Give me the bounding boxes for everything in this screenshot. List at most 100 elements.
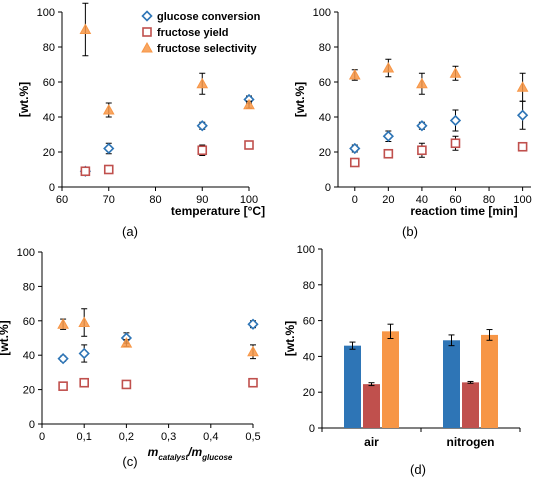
y-tick-label: 60 xyxy=(319,77,331,89)
x-tick-label: 70 xyxy=(103,194,115,206)
x-tick-label: 80 xyxy=(149,194,161,206)
y-tick-label: 20 xyxy=(43,147,55,159)
x-tick-label: 0,5 xyxy=(245,431,260,443)
data-point-triangle xyxy=(247,345,259,357)
y-tick-label: 80 xyxy=(43,42,55,54)
data-point-square xyxy=(197,145,208,156)
y-tick-label: 100 xyxy=(17,247,35,259)
data-point-triangle xyxy=(120,337,133,348)
y-tick-label: 0 xyxy=(29,419,35,431)
data-point-diamond xyxy=(78,347,90,360)
y-tick-label: 100 xyxy=(297,244,315,256)
category-label: nitrogen xyxy=(447,435,495,449)
x-tick-label: 90 xyxy=(196,194,208,206)
data-point-triangle xyxy=(79,23,92,34)
y-tick-label: 60 xyxy=(43,77,55,89)
x-tick-label: 0 xyxy=(39,431,45,443)
x-axis-title-part: /m xyxy=(187,445,202,459)
y-tick-label: 80 xyxy=(303,280,315,292)
data-point-square xyxy=(80,166,91,177)
y-tick-label: 80 xyxy=(319,42,331,54)
y-tick-label: 20 xyxy=(319,147,331,159)
data-point-triangle xyxy=(243,98,255,110)
legend-marker-diamond xyxy=(141,10,153,22)
data-point-diamond xyxy=(196,120,208,132)
x-axis-title-part: glucose xyxy=(201,453,233,462)
y-tick-label: 0 xyxy=(309,423,315,435)
data-point-diamond xyxy=(382,130,394,142)
data-point-square xyxy=(58,381,68,391)
data-point-diamond xyxy=(247,318,259,330)
x-tick-label: 100 xyxy=(240,194,258,206)
x-tick-label: 60 xyxy=(449,194,461,206)
y-tick-label: 40 xyxy=(303,351,315,363)
x-tick-label: 0 xyxy=(352,194,358,206)
y-tick-label: 100 xyxy=(313,7,331,19)
legend-label: glucose conversion xyxy=(157,11,261,23)
data-point-triangle xyxy=(449,67,462,78)
data-point-square xyxy=(79,377,89,388)
y-tick-label: 40 xyxy=(43,112,55,124)
data-point-triangle xyxy=(78,316,91,328)
panel-c-chart: 0 20 40 60 80 100 [wt.%] 0 0,1 0,2 0,3 0,4 0,5 mcatal… xyxy=(0,247,261,469)
y-tick-label: 100 xyxy=(37,7,55,19)
data-point-square xyxy=(244,140,254,150)
bar xyxy=(344,345,361,428)
x-axis-title: mcatalyst/mglucose xyxy=(148,445,233,462)
data-point-triangle xyxy=(382,61,395,73)
data-point-triangle xyxy=(102,103,115,115)
data-point-triangle xyxy=(57,318,69,329)
y-tick-label: 40 xyxy=(319,112,331,124)
data-point-triangle xyxy=(416,77,428,89)
data-point-triangle xyxy=(348,68,361,80)
bar xyxy=(382,331,399,428)
x-tick-label: 60 xyxy=(56,194,68,206)
bar xyxy=(462,382,479,428)
y-tick-label: 0 xyxy=(325,182,331,194)
bar xyxy=(363,384,380,428)
x-axis-title: temperature [°C] xyxy=(171,204,265,218)
x-axis-title-part: m xyxy=(148,445,159,459)
data-point-diamond xyxy=(516,109,529,121)
data-point-triangle xyxy=(196,77,209,89)
data-point-square xyxy=(103,164,114,175)
x-tick-label: 100 xyxy=(513,194,531,206)
y-axis-title: [wt.%] xyxy=(283,321,297,356)
panel-label: (a) xyxy=(122,224,138,239)
y-axis-title: [wt.%] xyxy=(17,82,31,117)
data-point-diamond xyxy=(416,120,428,132)
bar xyxy=(481,334,498,428)
data-point-square xyxy=(450,138,461,149)
y-tick-label: 80 xyxy=(23,281,35,293)
data-point-square xyxy=(383,148,394,159)
x-tick-label: 0,3 xyxy=(161,431,176,443)
data-point-diamond xyxy=(103,142,115,155)
y-tick-label: 0 xyxy=(49,182,55,194)
panel-label: (b) xyxy=(402,224,418,239)
y-tick-label: 20 xyxy=(303,387,315,399)
legend-marker-triangle xyxy=(141,41,153,53)
panel-label: (c) xyxy=(122,454,137,469)
x-tick-label: 40 xyxy=(416,194,428,206)
legend-marker-square xyxy=(142,27,152,37)
x-tick-label: 80 xyxy=(483,194,495,206)
panel-d-chart: 0 20 40 60 80 100 [wt.%] air nitrogen (d) xyxy=(283,244,521,477)
data-point-diamond xyxy=(57,353,69,365)
x-axis-title: reaction time [min] xyxy=(410,204,517,218)
data-point-triangle xyxy=(516,81,529,92)
data-point-square xyxy=(349,157,360,168)
category-label: air xyxy=(364,435,379,449)
y-axis-title: [wt.%] xyxy=(0,320,11,355)
data-point-diamond xyxy=(449,114,462,127)
y-tick-label: 60 xyxy=(303,316,315,328)
data-point-square xyxy=(121,379,132,390)
legend-label: fructose selectivity xyxy=(157,43,258,55)
data-point-square xyxy=(248,377,258,388)
x-tick-label: 0,1 xyxy=(77,431,92,443)
y-tick-label: 40 xyxy=(23,350,35,362)
data-point-square xyxy=(417,145,427,156)
x-tick-label: 20 xyxy=(382,194,394,206)
y-tick-label: 20 xyxy=(23,385,35,397)
